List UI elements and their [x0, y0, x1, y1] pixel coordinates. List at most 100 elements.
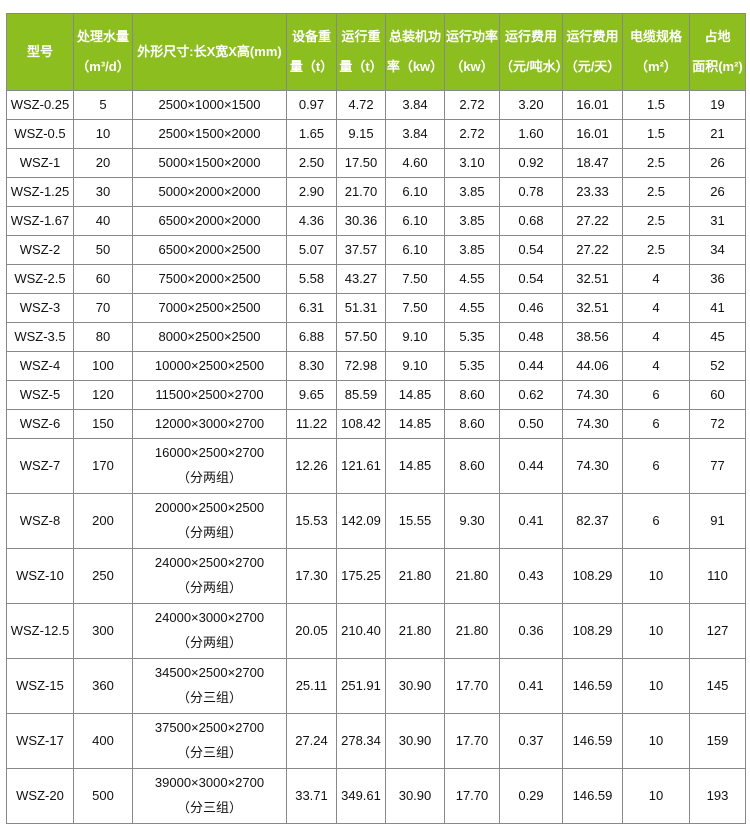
table-cell: 21.80	[385, 548, 445, 604]
cell-text: 251.91	[341, 677, 381, 693]
table-cell: 27.24	[286, 713, 337, 769]
table-cell: 40	[73, 206, 133, 236]
cell-text: 1.65	[298, 125, 325, 141]
column-header: 处理水量 （m³/d）	[73, 13, 133, 91]
cell-text: 72	[710, 415, 725, 431]
cell-text: 145	[706, 677, 729, 693]
table-cell: 8000×2500×2500	[132, 322, 287, 352]
cell-text: 175.25	[341, 567, 381, 583]
cell-text: 10	[648, 677, 664, 693]
table-cell: 159	[689, 713, 746, 769]
cell-text: WSZ-17	[16, 732, 64, 748]
cell-text: 34	[710, 241, 725, 257]
table-cell: 9.30	[444, 493, 500, 549]
cell-text: 8.30	[298, 357, 325, 373]
table-cell: 200	[73, 493, 133, 549]
cell-text: 3.20	[518, 96, 544, 112]
cell-text: 6500×2000×2500	[158, 241, 261, 257]
cell-text: 110	[707, 567, 728, 583]
cell-text: 32.51	[576, 270, 609, 286]
cell-text: 30.90	[398, 732, 432, 748]
table-cell: 150	[73, 409, 133, 439]
cell-text: 10	[648, 567, 664, 583]
table-row: WSZ-0.25 5 2500×1000×1500 0.97 4.72 3.84 2.72 3…	[6, 90, 746, 120]
cell-text: 2500×1000×1500	[158, 96, 261, 112]
cell-text: 44.06	[576, 357, 609, 373]
cell-text: 3.84	[402, 96, 428, 112]
table-cell: 5.07	[286, 235, 337, 265]
cell-text: 4	[652, 270, 660, 286]
table-cell: 72	[689, 409, 746, 439]
table-cell: 146.59	[562, 768, 623, 824]
table-cell: 12000×3000×2700	[132, 409, 287, 439]
table-row: WSZ-2.5 60 7500×2000×2500 5.58 43.27 7.50 4.55…	[6, 264, 746, 294]
cell-text: 32.51	[576, 299, 609, 315]
table-cell: 19	[689, 90, 746, 120]
table-cell: 52	[689, 351, 746, 381]
table-cell: 30.36	[336, 206, 386, 236]
cell-text: 40	[95, 212, 111, 228]
cell-text: 52	[710, 357, 725, 373]
cell-text: 16.01	[576, 96, 609, 112]
cell-text: 18.47	[576, 154, 609, 170]
table-cell: 251.91	[336, 658, 386, 714]
cell-text: 5.35	[459, 328, 485, 344]
group-note: （分两组）	[176, 635, 242, 650]
table-cell: 26	[689, 148, 746, 178]
table-cell: 3.85	[444, 177, 500, 207]
table-cell: 4.72	[336, 90, 386, 120]
cell-text: 2500×1500×2000	[158, 125, 261, 141]
cell-text: 10	[648, 622, 664, 638]
table-cell: 32.51	[562, 293, 623, 323]
table-cell: 72.98	[336, 351, 386, 381]
table-cell: WSZ-7	[6, 438, 74, 494]
table-cell: 4	[622, 322, 690, 352]
table-cell: 127	[689, 603, 746, 659]
table-cell: 6	[622, 380, 690, 410]
cell-text: 3.10	[459, 154, 485, 170]
cell-text: 16000×2500×2700	[154, 445, 265, 461]
table-cell: 41	[689, 293, 746, 323]
cell-text: 6.10	[402, 183, 428, 199]
table-cell: 0.29	[499, 768, 563, 824]
table-cell: 0.37	[499, 713, 563, 769]
table-cell: 3.85	[444, 206, 500, 236]
cell-text: 0.37	[518, 732, 544, 748]
table-cell: 32.51	[562, 264, 623, 294]
cell-text: 12.26	[295, 457, 328, 473]
cell-text: 2.5	[646, 183, 666, 199]
table-cell: 18.47	[562, 148, 623, 178]
cell-text: 127	[706, 622, 729, 638]
table-cell: 10	[73, 119, 133, 149]
table-cell: 38.56	[562, 322, 623, 352]
table-cell: 6500×2000×2500	[132, 235, 287, 265]
table-cell: 15.55	[385, 493, 445, 549]
cell-text: 41	[710, 299, 725, 315]
column-header: 电缆规格 （m²）	[622, 13, 690, 91]
table-cell: 193	[689, 768, 746, 824]
cell-text: 10	[648, 732, 664, 748]
cell-text: 74.30	[576, 457, 609, 473]
cell-text: 80	[95, 328, 111, 344]
table-cell: 0.68	[499, 206, 563, 236]
cell-text: 27.24	[295, 732, 328, 748]
cell-text: 72.98	[344, 357, 378, 373]
table-cell: 21.80	[444, 548, 500, 604]
cell-text: 21.80	[455, 622, 489, 638]
cell-text: 4.55	[459, 270, 485, 286]
table-row: WSZ-17 400 37500×2500×2700 （分三组） 27.24 278.34…	[6, 713, 746, 769]
table-cell: 0.44	[499, 438, 563, 494]
table-cell: 0.50	[499, 409, 563, 439]
table-cell: 24000×3000×2700 （分两组）	[132, 603, 287, 659]
table-cell: 3.20	[499, 90, 563, 120]
cell-text: 0.50	[518, 415, 544, 431]
table-cell: 6.10	[385, 206, 445, 236]
table-cell: 0.46	[499, 293, 563, 323]
table-cell: 2500×1000×1500	[132, 90, 287, 120]
table-cell: 0.92	[499, 148, 563, 178]
cell-text: WSZ-10	[16, 567, 64, 583]
cell-text: 0.97	[298, 96, 325, 112]
cell-text: 250	[92, 567, 114, 583]
cell-text: 0.54	[518, 270, 544, 286]
table-cell: 3.84	[385, 119, 445, 149]
